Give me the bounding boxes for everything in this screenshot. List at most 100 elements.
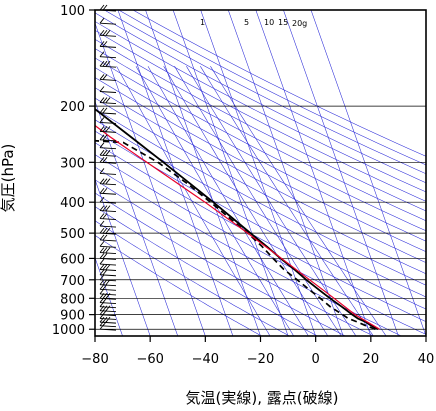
profile-series [95, 107, 380, 331]
wind-barb-feather [105, 178, 111, 184]
wind-barb-staff [99, 218, 117, 220]
wind-barb-feather [102, 178, 108, 184]
wind-barb-staff [99, 102, 117, 105]
wind-barb-feather [105, 29, 111, 36]
wind-barb-staff [99, 297, 117, 300]
isotherm-line [255, 10, 372, 336]
wind-barbs [99, 4, 117, 331]
wind-barb-staff [99, 263, 117, 266]
wind-barb-feather [102, 97, 108, 103]
wind-barb-staff [99, 257, 117, 260]
wind-barb-feather [105, 97, 111, 103]
wind-barb [99, 316, 117, 324]
wind-barb-feather [99, 187, 105, 194]
wind-barb [99, 168, 117, 175]
wind-barb-staff [99, 321, 117, 324]
x-tick-label: 20 [363, 352, 380, 367]
wind-barb [99, 274, 117, 282]
wind-barb-feather [105, 60, 111, 67]
mixing-ratio-label: 10 [264, 18, 274, 27]
dry-adiabat-line [95, 220, 290, 336]
dry-adiabat-line [95, 21, 426, 193]
isotherm-line [172, 10, 289, 336]
wind-barb-staff [99, 288, 117, 291]
wind-barb-staff [99, 325, 117, 328]
mixing-ratio-labels: 1 5 10 15 20g [200, 18, 307, 28]
wind-barb [99, 253, 117, 260]
wind-barb [99, 220, 117, 228]
wind-barb-staff [99, 252, 117, 254]
dry-adiabat-line [95, 87, 426, 263]
wind-barb-feather [102, 126, 108, 132]
wind-barb-feather [99, 205, 105, 211]
isotherm-line [145, 10, 261, 336]
wind-barb-feather [102, 41, 108, 47]
wind-barb-feather [105, 126, 111, 132]
wind-barb-feather [99, 241, 105, 247]
parcel-path-line [95, 124, 380, 330]
mixing-ratio-label: 1 [200, 18, 205, 27]
wind-barb-staff [99, 225, 117, 228]
wind-barb-staff [99, 22, 117, 25]
wind-barb-staff [99, 232, 117, 235]
wind-barb-staff [99, 314, 117, 317]
wind-barb-feather [99, 220, 105, 227]
dry-adiabat-line [95, 77, 426, 253]
wind-barb-feather [102, 149, 108, 156]
wind-barb-feather [99, 264, 105, 270]
wind-barb [99, 320, 117, 328]
dry-adiabat-line [95, 38, 426, 212]
isotherm-line [95, 178, 151, 336]
wind-barb-feather [105, 305, 111, 312]
wind-barb [99, 41, 117, 48]
wind-barb-staff [99, 78, 117, 81]
wind-barb-staff [99, 302, 117, 305]
dry-adiabat-line [95, 154, 426, 335]
wind-barb-feather [102, 29, 108, 36]
isotherm-line [95, 22, 206, 336]
wind-barb-feather [99, 274, 105, 281]
wind-barb-feather [99, 258, 105, 265]
wind-barb-feather [102, 187, 108, 194]
y-tick-label: 900 [60, 309, 85, 324]
isotherm-line [227, 10, 344, 336]
wind-barb-feather [99, 234, 105, 241]
wind-barb-feather [99, 4, 105, 11]
wind-barb-staff [99, 161, 117, 164]
wind-barb-feather [99, 117, 105, 123]
mixing-ratio-label: 15 [278, 18, 288, 27]
y-tick-label: 500 [60, 227, 85, 242]
wind-barb-staff [99, 65, 117, 68]
wind-barb-staff [99, 269, 117, 271]
dry-adiabat-line [95, 235, 262, 336]
wind-barb [99, 86, 117, 93]
dry-adiabat-line [95, 48, 426, 222]
wind-barb-staff [99, 245, 117, 248]
wind-barb [99, 149, 117, 157]
wind-barb-feather [99, 60, 105, 67]
y-tick-label: 100 [60, 4, 85, 19]
wind-barb-staff [99, 45, 117, 48]
wind-barb-feather [99, 178, 105, 184]
wind-barb [99, 126, 117, 133]
wind-barb-feather [105, 316, 111, 323]
wind-barb-staff [99, 139, 117, 142]
wind-barb [99, 227, 117, 235]
wind-barb-feather [99, 51, 105, 57]
wind-barb-feather [99, 29, 105, 36]
wind-barb [99, 17, 117, 25]
isotherm-line [310, 10, 426, 336]
dry-adiabat-line [95, 97, 426, 275]
x-tick-label: −40 [192, 352, 219, 367]
wind-barb-feather [102, 4, 108, 11]
wind-barb-feather [102, 134, 108, 141]
wind-barb-feather [99, 107, 105, 114]
x-tick-label: 0 [312, 352, 320, 367]
dry-adiabat-line [95, 130, 426, 310]
dry-adiabat-line [95, 57, 426, 232]
wind-barb [99, 107, 117, 115]
wind-barb-feather [99, 213, 105, 219]
dry-adiabat-line [95, 29, 426, 202]
wind-barb [99, 269, 117, 277]
